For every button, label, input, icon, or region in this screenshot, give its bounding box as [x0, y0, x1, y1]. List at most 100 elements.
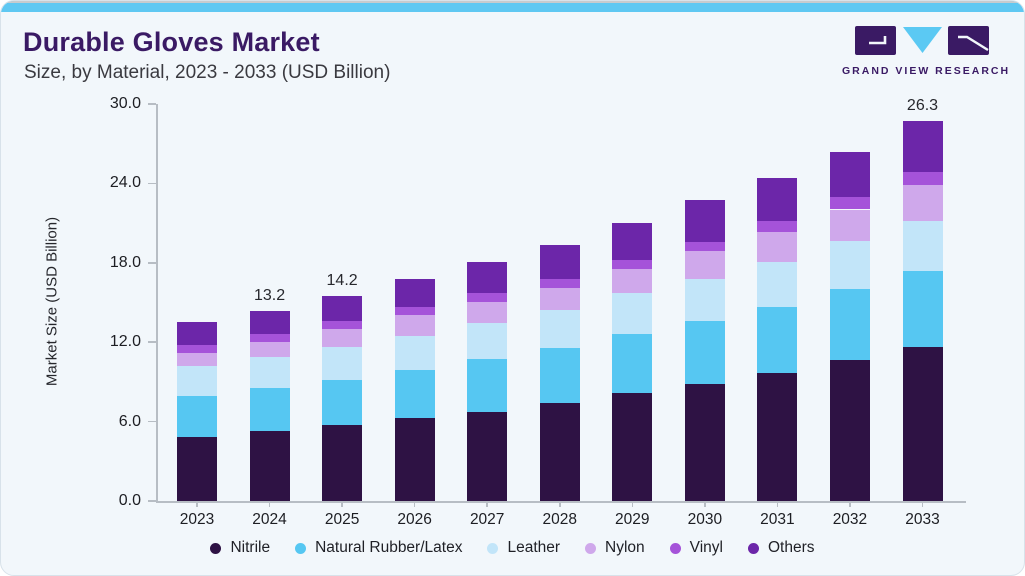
bar-segment-2030-nylon [684, 251, 725, 279]
y-tick-label: 0.0 [118, 492, 141, 509]
y-tick-label: 12.0 [109, 333, 141, 351]
page-title: Durable Gloves Market [23, 27, 320, 57]
bar-segment-2023-others [177, 322, 217, 346]
bar-segment-2025-natural-rubber-latex [322, 379, 363, 426]
legend-label: Natural Rubber/Latex [315, 539, 463, 556]
x-tick-label-2026: 2026 [397, 511, 432, 528]
bar-segment-2023-vinyl [177, 345, 217, 354]
bar-segment-2029-others [612, 223, 653, 260]
bar-segment-2030-nitrile [684, 384, 725, 501]
bar-segment-2025-vinyl [322, 321, 363, 329]
legend-label: Others [768, 539, 815, 556]
y-axis-title: Market Size (USD Billion) [43, 216, 61, 386]
bar-segment-2031-others [757, 177, 798, 222]
y-tick-label: 30.0 [109, 95, 141, 112]
x-axis-tick [486, 501, 488, 507]
legend-color-dot-icon [585, 542, 597, 554]
x-axis-tick [341, 501, 343, 507]
bar-segment-2028-natural-rubber-latex [539, 348, 580, 403]
bar-segment-2033-nylon [902, 184, 943, 222]
y-tick-label: 6.0 [118, 412, 141, 430]
bar-segment-2032-nitrile [829, 360, 870, 501]
y-tick-label: 24.0 [109, 174, 141, 192]
bar-segment-2023-natural-rubber-latex [177, 395, 217, 437]
x-tick-label-2025: 2025 [324, 511, 360, 528]
x-axis-tick [413, 501, 416, 507]
bar-segment-2029-nitrile [612, 392, 653, 501]
y-axis-tick [148, 103, 156, 105]
y-axis-tick [148, 262, 156, 264]
bar-segment-2033-nitrile [902, 346, 943, 501]
bar-segment-2028-vinyl [539, 278, 580, 289]
bar-segment-2030-natural-rubber-latex [684, 320, 725, 385]
legend-color-dot-icon [210, 542, 222, 554]
y-axis-tick [148, 341, 156, 343]
x-axis-tick [849, 501, 851, 507]
bar-segment-2030-leather [684, 278, 725, 321]
bar-segment-2025-leather [322, 346, 363, 380]
page-subtitle: Size, by Material, 2023 - 2033 (USD Bill… [24, 62, 391, 83]
bar-segment-2024-nitrile [249, 431, 290, 501]
x-axis-tick [704, 501, 706, 507]
bar-segment-2032-nylon [829, 209, 870, 242]
legend-color-dot-icon [295, 542, 307, 554]
x-tick-label-2029: 2029 [615, 511, 650, 528]
top-accent-strip [1, 1, 1024, 12]
y-axis-tick [148, 182, 156, 185]
x-tick-label-2027: 2027 [469, 511, 505, 528]
bar-segment-2032-vinyl [829, 197, 870, 210]
legend-label: Nitrile [230, 539, 271, 556]
bar-segment-2025-others [322, 296, 363, 322]
bar-segment-2027-leather [467, 322, 508, 359]
x-axis-tick [196, 501, 198, 507]
bar-segment-2028-others [539, 244, 580, 279]
bar-total-label-2024: 13.2 [253, 286, 286, 304]
bar-segment-2029-nylon [612, 269, 653, 294]
x-tick-label-2030: 2030 [687, 511, 723, 528]
bar-segment-2023-nylon [177, 353, 217, 367]
bar-segment-2024-vinyl [249, 334, 290, 343]
bar-segment-2030-vinyl [684, 241, 725, 252]
legend-color-dot-icon [748, 542, 759, 554]
x-tick-label-2023: 2023 [179, 511, 215, 528]
bar-segment-2031-nylon [757, 231, 798, 263]
bar-segment-2024-natural-rubber-latex [249, 388, 290, 431]
x-axis-tick [268, 501, 271, 507]
bar-segment-2025-nylon [322, 328, 363, 347]
legend-item-nitrile: Nitrile [210, 539, 270, 557]
legend-color-dot-icon [487, 542, 499, 554]
x-tick-label-2028: 2028 [542, 511, 577, 528]
bar-segment-2029-vinyl [612, 260, 653, 270]
bar-segment-2026-vinyl [394, 306, 435, 315]
bar-segment-2033-leather [902, 221, 943, 271]
bar-segment-2030-others [684, 200, 725, 242]
bar-segment-2027-nylon [467, 301, 508, 323]
bar-segment-2033-vinyl [902, 171, 943, 185]
chart-legend: Nitrile Natural Rubber/Latex Leather Nylon V… [1, 539, 1024, 557]
bar-total-label-2033: 26.3 [906, 97, 939, 115]
y-axis-tick [148, 420, 156, 423]
legend-item-natural-rubber-latex: Natural Rubber/Latex [295, 539, 462, 557]
x-axis-tick [559, 501, 561, 507]
bar-segment-2028-leather [539, 309, 580, 349]
bar-segment-2031-vinyl [757, 221, 798, 232]
bar-segment-2024-leather [249, 357, 290, 389]
bar-segment-2026-nylon [394, 314, 435, 336]
bar-segment-2028-nylon [539, 288, 580, 310]
x-tick-label-2024: 2024 [252, 511, 287, 528]
bar-segment-2023-nitrile [177, 436, 217, 501]
bar-segment-2031-leather [757, 262, 798, 307]
legend-color-dot-icon [669, 542, 681, 554]
legend-label: Vinyl [689, 539, 723, 556]
x-axis-line [156, 501, 966, 503]
legend-item-leather: Leather [487, 539, 560, 557]
legend-item-others: Others [748, 539, 815, 557]
x-axis-tick [631, 501, 634, 507]
bar-segment-2026-natural-rubber-latex [394, 369, 435, 418]
bar-segment-2026-leather [394, 335, 435, 370]
x-tick-label-2033: 2033 [905, 511, 940, 528]
x-tick-label-2031: 2031 [760, 511, 795, 528]
x-axis-tick [921, 501, 924, 507]
